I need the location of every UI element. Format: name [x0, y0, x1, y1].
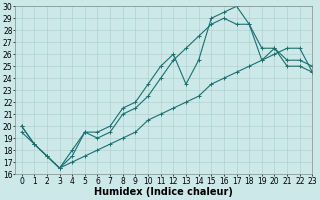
X-axis label: Humidex (Indice chaleur): Humidex (Indice chaleur) — [94, 187, 233, 197]
